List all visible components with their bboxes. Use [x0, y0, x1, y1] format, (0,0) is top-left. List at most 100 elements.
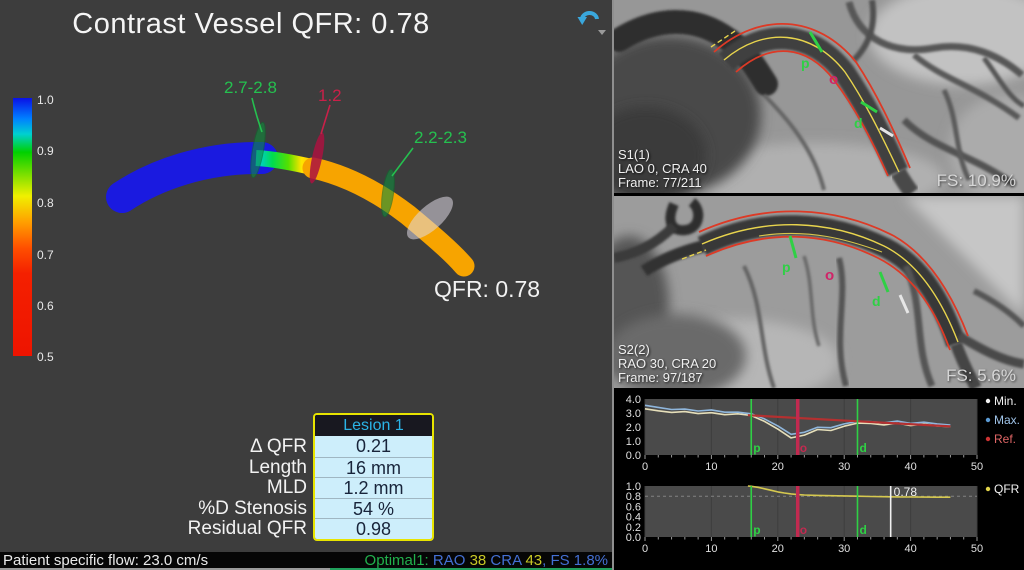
legend-dot-min	[985, 398, 991, 404]
qfr-3d-panel: Contrast Vessel QFR: 0.78 1.0 0.9 0.8 0.…	[0, 0, 612, 570]
rotate-view-button[interactable]	[574, 4, 606, 35]
lesion-label-dqfr: Δ QFR	[249, 436, 307, 457]
lesion-value-residual: 0.98	[315, 518, 432, 539]
angio-panel-1[interactable]: p o d S1(1) LAO 0, CRA 40 Frame: 77/211 …	[614, 0, 1024, 193]
colorbar-tick: 0.5	[37, 350, 54, 364]
legend-label-max: Max.	[994, 413, 1020, 427]
diameter-chart: 0.0 1.0 2.0 3.0 4.0 0 10 20 30 40 50 p o d Min. Max. Ref…	[626, 394, 1020, 473]
vessel-contour-inner	[735, 50, 889, 177]
colorbar-tick: 0.8	[37, 196, 54, 210]
vessel-contour-outer	[713, 23, 911, 169]
x-tick-label: 10	[705, 543, 717, 555]
proximal-ref-marker[interactable]	[248, 121, 269, 179]
fs-percentage-1: FS: 10.9%	[936, 171, 1016, 190]
value-position-tick[interactable]	[879, 126, 894, 138]
x-tick-label: 30	[838, 461, 850, 473]
y-tick-label: 0.0	[626, 450, 641, 462]
y-tick-label: 1.0	[626, 481, 641, 493]
x-tick-label: 0	[642, 543, 648, 555]
optimal-segment-5: , FS 1.8%	[542, 552, 608, 569]
proximal-ref-label: 2.7-2.8	[224, 78, 277, 97]
projection-label: RAO 30, CRA 20	[618, 356, 717, 371]
dropdown-caret-icon[interactable]	[598, 30, 606, 35]
optimal-segment-2: 38	[469, 552, 487, 569]
lesion-row-labels: Δ QFR Length MLD %D Stenosis Residual QF…	[100, 436, 307, 540]
lesion-label-residual: Residual QFR	[187, 518, 307, 540]
optimal-segment-4: 43	[525, 552, 543, 569]
ostium-dashes	[681, 249, 707, 260]
lesion-table: Lesion 1 0.21 16 mm 1.2 mm 54 % 0.98	[313, 413, 434, 541]
value-position-tick[interactable]	[898, 294, 910, 314]
distal-marker-label: d	[872, 293, 881, 309]
legend-label-ref: Ref.	[994, 432, 1016, 446]
distal-ref-marker[interactable]	[379, 168, 397, 218]
lesion-value-mld: 1.2 mm	[315, 477, 432, 498]
marker-label-p: p	[753, 441, 760, 455]
x-tick-label: 40	[904, 543, 916, 555]
marker-label-o: o	[800, 523, 807, 537]
optimal-segment-0: Optimal1:	[364, 552, 433, 569]
vessel-centerline	[723, 36, 900, 173]
landing-zone-disc[interactable]	[400, 190, 459, 247]
vessel-3d-view[interactable]: 2.7-2.8 1.2 2.2-2.3 QFR: 0.78	[0, 55, 612, 355]
marker-label-d: d	[859, 523, 866, 537]
y-tick-label: 2.0	[626, 422, 641, 434]
proximal-ref-leader	[251, 97, 263, 133]
projection-label: LAO 0, CRA 40	[618, 161, 707, 176]
colorbar-tick: 0.6	[37, 299, 54, 313]
optimal-projection-label: Optimal1: RAO 38 CRA 43, FS 1.8%	[365, 552, 608, 569]
status-bar: Patient specific flow: 23.0 cm/s Optimal…	[0, 552, 612, 570]
angiogram-image-2: p o d	[614, 196, 1024, 388]
legend-dot-qfr	[985, 486, 991, 492]
angio-meta-2: S2(2) RAO 30, CRA 20 Frame: 97/187	[618, 343, 716, 385]
lesion-value-dqfr: 0.21	[315, 436, 432, 457]
vessel-qfr-value: QFR: 0.78	[434, 276, 540, 302]
legend-dot-max	[985, 417, 991, 423]
distal-ref-leader	[391, 147, 414, 177]
obstruction-marker-label[interactable]: o	[829, 71, 838, 88]
proximal-marker-label: p	[801, 55, 810, 71]
lesion-label-stenosis: %D Stenosis	[198, 497, 307, 519]
y-tick-label: 0.8	[626, 491, 641, 503]
marker-label-o: o	[800, 441, 807, 455]
page-title: Contrast Vessel QFR: 0.78	[72, 8, 430, 40]
y-tick-label: 0.2	[626, 522, 641, 534]
vessel-centerline	[701, 224, 959, 343]
optimal-segment-1: RAO	[432, 552, 470, 569]
legend-label-min: Min.	[994, 394, 1017, 408]
vessel-proximal-segment	[106, 141, 278, 213]
lesion-table-header: Lesion 1	[315, 415, 432, 436]
proximal-marker-tick[interactable]	[808, 31, 824, 53]
distal-marker-tick[interactable]	[878, 271, 890, 293]
colorbar-tick: 0.7	[37, 248, 54, 262]
x-tick-label: 20	[772, 461, 784, 473]
series-label: S2(2)	[618, 342, 650, 357]
marker-label-d: d	[859, 441, 866, 455]
y-tick-label: 0.0	[626, 532, 641, 544]
lesion-value-length: 16 mm	[315, 456, 432, 478]
qfr-pullback-chart: 0.00.20.40.60.81.0 0 10 20 30 40 50 p o d 0.78 QFR	[626, 481, 1020, 555]
legend-label-qfr: QFR	[994, 482, 1020, 496]
legend-dot-ref	[985, 436, 991, 442]
series-ref	[747, 414, 951, 428]
distal-ref-label: 2.2-2.3	[414, 128, 467, 147]
proximal-marker-tick[interactable]	[788, 235, 798, 259]
angiogram-image-1: p o d	[614, 0, 1024, 193]
lesion-label-length: Length	[248, 456, 307, 478]
angio-meta-1: S1(1) LAO 0, CRA 40 Frame: 77/211	[618, 148, 707, 190]
lumen-line	[758, 232, 883, 253]
vessel-contour-outer	[698, 210, 969, 337]
angio-panel-2[interactable]: p o d S2(2) RAO 30, CRA 20 Frame: 97/187…	[614, 196, 1024, 388]
optimal-segment-3: CRA	[486, 552, 526, 569]
mld-leader	[320, 104, 331, 135]
mld-marker[interactable]	[307, 132, 328, 185]
lesion-label-mld: MLD	[266, 477, 307, 499]
x-tick-label: 50	[971, 543, 983, 555]
colorbar-gradient	[13, 98, 32, 356]
colorbar-tick: 0.9	[37, 144, 54, 158]
rotate-ccw-arrow-icon	[577, 10, 599, 25]
patient-flow-label: Patient specific flow: 23.0 cm/s	[3, 552, 209, 569]
distal-marker-tick[interactable]	[860, 100, 878, 114]
obstruction-marker-label[interactable]: o	[825, 267, 834, 284]
